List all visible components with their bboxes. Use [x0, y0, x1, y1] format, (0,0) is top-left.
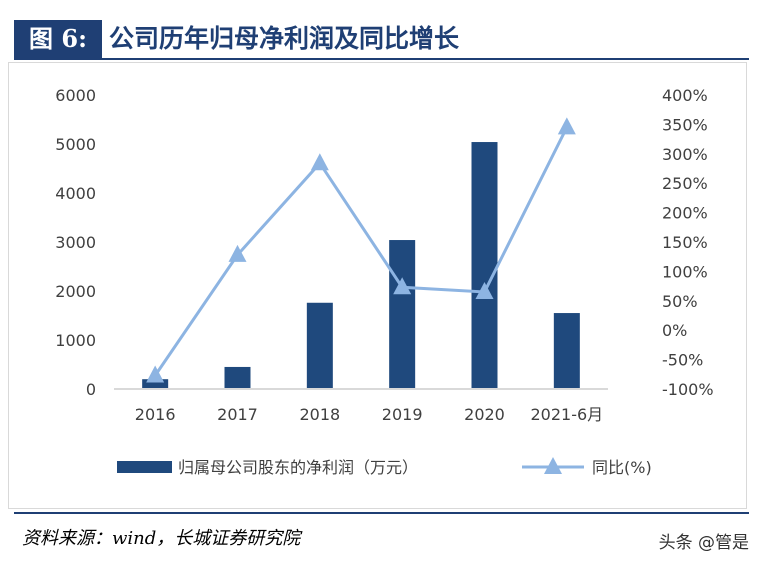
legend-triangle-icon [544, 457, 562, 474]
bar-2017 [224, 366, 251, 389]
right-tick-label: 150% [662, 233, 708, 252]
legend-bar-label: 归属母公司股东的净利润（万元） [178, 458, 418, 477]
line-marker-2017 [228, 244, 247, 262]
left-tick-label: 6000 [55, 86, 96, 105]
source-note: 资料来源：wind，长城证券研究院 [22, 528, 301, 549]
left-tick-label: 1000 [55, 331, 96, 350]
bar-2016 [142, 379, 169, 389]
watermark: 头条 @管是 [658, 533, 749, 553]
chart-frame [8, 62, 747, 509]
right-tick-label: 200% [662, 204, 708, 223]
left-tick-label: 4000 [55, 184, 96, 203]
header: 图 6: 公司历年归母净利润及同比增长 [14, 20, 749, 60]
bar-2020 [471, 142, 498, 389]
bar-2021-6月 [553, 313, 580, 389]
x-tick-label: 2021-6月 [530, 405, 603, 424]
line-marker-2020 [475, 281, 494, 299]
right-tick-label: -50% [662, 351, 703, 370]
bar-2019 [389, 240, 416, 389]
left-tick-label: 5000 [55, 135, 96, 154]
right-tick-label: 100% [662, 262, 708, 281]
chart-title: 公司历年归母净利润及同比增长 [109, 24, 460, 53]
x-tick-label: 2020 [464, 405, 505, 424]
line-marker-2019 [393, 277, 412, 295]
right-tick-label: 400% [662, 86, 708, 105]
x-tick-label: 2017 [217, 405, 258, 424]
line-marker-2018 [310, 153, 329, 171]
bar-2018 [306, 302, 333, 389]
left-tick-label: 2000 [55, 282, 96, 301]
right-tick-label: 250% [662, 174, 708, 193]
left-tick-label: 3000 [55, 233, 96, 252]
right-tick-label: -100% [662, 380, 714, 399]
right-tick-label: 350% [662, 115, 708, 134]
right-tick-label: 50% [662, 292, 698, 311]
x-tick-label: 2018 [299, 405, 340, 424]
x-tick-label: 2016 [135, 405, 176, 424]
figure-label: 图 6: [14, 20, 102, 58]
legend-line-label: 同比(%) [592, 458, 652, 477]
line-marker-2021-6月 [557, 117, 576, 135]
right-tick-label: 0% [662, 321, 687, 340]
line-series [153, 126, 569, 377]
line-marker-2016 [146, 365, 165, 383]
x-tick-label: 2019 [382, 405, 423, 424]
left-tick-label: 0 [86, 380, 96, 399]
footer: 资料来源：wind，长城证券研究院 头条 @管是 [14, 512, 749, 553]
legend-bar-swatch [117, 461, 172, 473]
right-tick-label: 300% [662, 145, 708, 164]
